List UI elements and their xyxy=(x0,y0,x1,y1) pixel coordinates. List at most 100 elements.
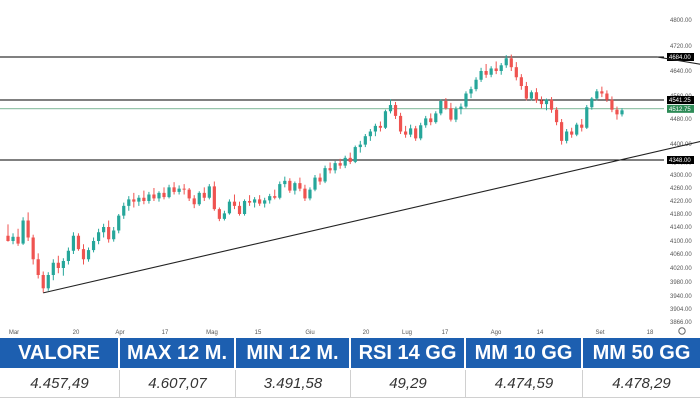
candle-body xyxy=(469,89,473,94)
y-tick-label: 4140.00 xyxy=(670,225,692,231)
candle-body xyxy=(258,199,262,204)
candle-body xyxy=(172,187,176,192)
value-valore: 4.457,49 xyxy=(0,370,120,398)
y-tick-label: 4300.00 xyxy=(670,173,692,179)
candle-body xyxy=(308,189,312,199)
candle-body xyxy=(157,192,161,199)
candle-body xyxy=(137,197,141,202)
candle-body xyxy=(298,183,302,189)
stats-table: VALORE MAX 12 M. MIN 12 M. RSI 14 GG MM … xyxy=(0,338,700,400)
candle-body xyxy=(494,68,498,71)
x-tick-label: 15 xyxy=(255,330,262,336)
candle-body xyxy=(534,92,539,101)
candle-body xyxy=(117,215,121,231)
stats-values-row: 4.457,49 4.607,07 3.491,58 49,29 4.474,5… xyxy=(0,370,700,398)
candle-body xyxy=(439,101,443,114)
candle-body xyxy=(434,113,438,123)
candle-body xyxy=(182,188,186,190)
candle-body xyxy=(409,128,413,135)
candle-body xyxy=(328,168,332,171)
x-tick-label: 18 xyxy=(647,330,654,336)
candle-body xyxy=(570,131,574,135)
candle-body xyxy=(6,235,10,241)
level-label-box xyxy=(667,53,694,61)
level-label: 4684.00 xyxy=(669,55,691,61)
trendline xyxy=(657,56,700,65)
candle-body xyxy=(242,201,247,214)
trendline xyxy=(43,141,700,294)
candle-body xyxy=(610,99,614,110)
candle-body xyxy=(398,115,403,132)
candle-body xyxy=(36,259,40,275)
y-tick-label: 4720.00 xyxy=(670,44,692,50)
candle-body xyxy=(504,58,508,66)
x-tick-label: 17 xyxy=(442,330,449,336)
header-mm-50gg: MM 50 GG xyxy=(583,338,700,368)
y-tick-label: 4100.00 xyxy=(670,239,692,245)
candle-body xyxy=(368,131,372,137)
candle-body xyxy=(177,188,181,192)
y-tick-label: 4800.00 xyxy=(670,18,692,24)
value-mm-10gg: 4.474,59 xyxy=(466,370,583,398)
candle-body xyxy=(187,189,191,199)
candle-body xyxy=(383,111,388,128)
x-tick-label: Giu xyxy=(305,330,314,336)
candle-body xyxy=(373,125,377,132)
candle-body xyxy=(484,71,488,75)
candle-body xyxy=(107,227,111,240)
candle-body xyxy=(529,92,534,99)
candle-body xyxy=(615,109,619,115)
candle-body xyxy=(424,118,428,126)
candle-body xyxy=(454,109,458,120)
candle-body xyxy=(524,86,528,99)
stats-header-row: VALORE MAX 12 M. MIN 12 M. RSI 14 GG MM … xyxy=(0,338,700,368)
candle-body xyxy=(303,188,307,199)
candle-body xyxy=(595,91,599,99)
candle-body xyxy=(152,194,156,199)
candle-body xyxy=(212,186,216,210)
candle-body xyxy=(51,262,55,275)
level-label-box xyxy=(667,104,694,113)
level-label: 4348.00 xyxy=(669,158,691,164)
x-tick-label: Mag xyxy=(206,330,218,336)
candle-body xyxy=(11,236,15,241)
candle-body xyxy=(479,71,483,80)
candle-body xyxy=(227,201,232,214)
candle-body xyxy=(268,196,272,201)
x-tick-label: 17 xyxy=(162,330,169,336)
candle-body xyxy=(519,77,523,86)
candle-body xyxy=(46,275,50,289)
candle-body xyxy=(313,177,317,190)
x-tick-label: Ago xyxy=(491,330,502,336)
candle-body xyxy=(393,105,398,116)
candle-body xyxy=(403,131,408,135)
candle-body xyxy=(565,131,569,141)
candle-body xyxy=(600,91,604,94)
y-tick-label: 4060.00 xyxy=(670,252,692,258)
candle-body xyxy=(222,213,227,219)
x-tick-label: Apr xyxy=(115,330,124,336)
level-label-box xyxy=(667,96,694,104)
header-mm-10gg: MM 10 GG xyxy=(466,338,583,368)
candle-body xyxy=(167,187,171,198)
y-tick-label: 4400.00 xyxy=(670,142,692,148)
candle-body xyxy=(232,201,237,206)
candle-body xyxy=(333,163,337,171)
value-max-12m: 4.607,07 xyxy=(120,370,236,398)
candle-body xyxy=(489,68,493,75)
candle-body xyxy=(207,186,211,198)
level-label-box xyxy=(667,156,694,164)
candle-body xyxy=(560,122,564,141)
y-tick-label: 3980.00 xyxy=(670,280,692,286)
candle-body xyxy=(419,125,423,139)
candle-body xyxy=(414,128,418,139)
candle-body xyxy=(514,67,518,78)
candle-body xyxy=(192,198,196,205)
y-tick-label: 4260.00 xyxy=(670,186,692,192)
candle-body xyxy=(338,163,342,166)
candle-body xyxy=(142,197,146,201)
candle-body xyxy=(217,209,221,219)
candle-body xyxy=(464,93,468,107)
candle-body xyxy=(66,250,70,261)
y-tick-label: 4640.00 xyxy=(670,69,692,75)
